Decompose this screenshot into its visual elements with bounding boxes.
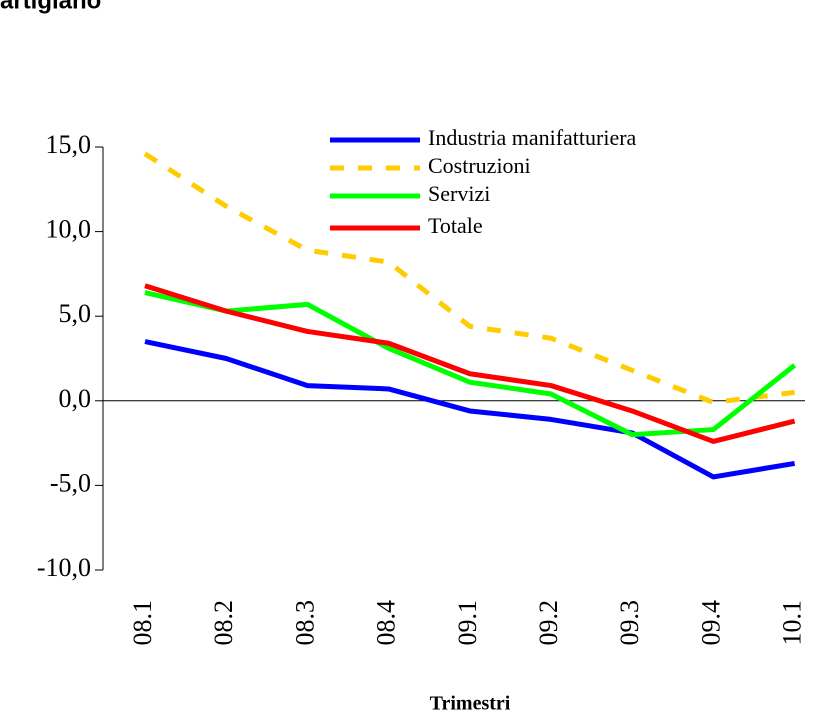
x-tick-label: 09.3 xyxy=(615,600,644,646)
legend-label: Servizi xyxy=(428,181,490,206)
line-series xyxy=(144,339,796,480)
chart-title: artigiano xyxy=(0,0,101,14)
line-series xyxy=(144,283,796,444)
y-tick-label: 0,0 xyxy=(59,384,92,413)
x-tick-label: 10.1 xyxy=(778,600,807,646)
x-axis-label: Trimestri xyxy=(430,693,511,715)
x-tick-label: 08.1 xyxy=(128,600,157,646)
x-tick-label: 08.2 xyxy=(209,600,238,646)
y-tick-label: -10,0 xyxy=(37,553,91,582)
legend-label: Costruzioni xyxy=(428,153,531,178)
y-tick-label: 5,0 xyxy=(59,299,92,328)
y-tick-label: 15,0 xyxy=(46,130,92,159)
y-tick-label: 10,0 xyxy=(46,215,92,244)
x-tick-label: 09.2 xyxy=(534,600,563,646)
x-tick-label: 08.3 xyxy=(290,600,319,646)
x-tick-label: 09.4 xyxy=(696,600,725,646)
line-series xyxy=(143,151,795,405)
legend-label: Totale xyxy=(428,213,483,238)
x-tick-label: 09.1 xyxy=(453,600,482,646)
x-tick-label: 08.4 xyxy=(372,600,401,646)
y-tick-label: -5,0 xyxy=(50,468,91,497)
legend-label: Industria manifatturiera xyxy=(428,125,637,150)
